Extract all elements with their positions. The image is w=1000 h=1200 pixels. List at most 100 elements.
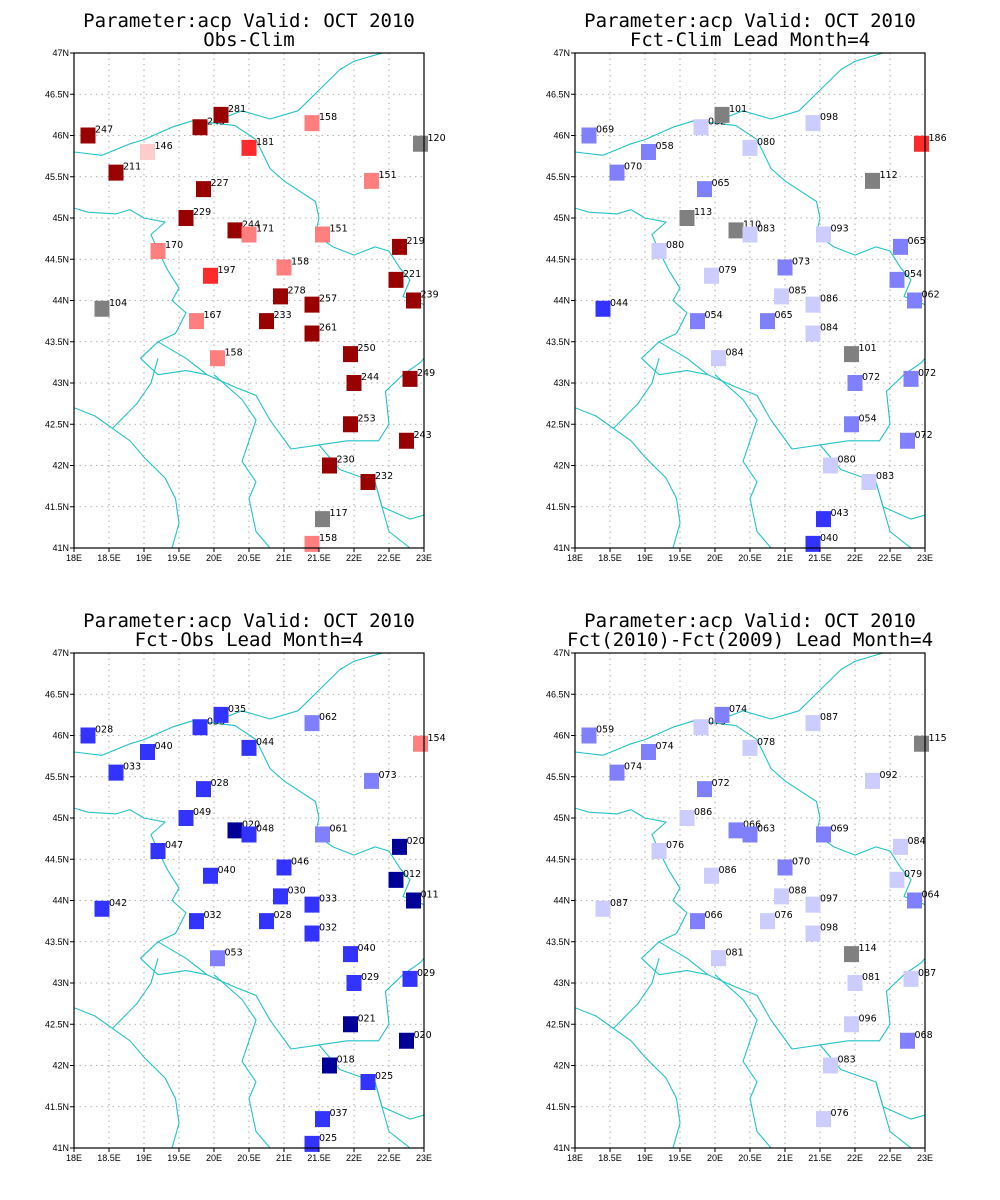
lon-tick-label: 19E <box>136 553 152 563</box>
station-marker <box>360 474 376 490</box>
station-marker <box>823 457 838 474</box>
country-borders <box>74 53 424 548</box>
station-value: 244 <box>242 219 260 230</box>
station-marker <box>402 370 418 387</box>
station-value: 151 <box>379 170 397 181</box>
lon-tick-label: 19.5E <box>668 1153 692 1163</box>
lat-tick-label: 46N <box>553 731 570 741</box>
station-marker <box>760 913 775 930</box>
station-marker <box>388 871 404 888</box>
lon-tick-label: 22.5E <box>377 553 401 563</box>
station-marker <box>609 764 625 781</box>
station-marker <box>704 267 719 284</box>
station-marker <box>816 511 831 528</box>
station-value: 158 <box>225 347 243 358</box>
station-marker <box>760 313 775 330</box>
station-value: 020 <box>242 819 260 830</box>
lat-tick-label: 45N <box>553 213 570 223</box>
station-marker <box>805 535 821 552</box>
station-marker <box>693 719 709 736</box>
country-borders <box>74 653 424 1148</box>
station-value: 088 <box>789 885 807 896</box>
station-value: 032 <box>204 910 222 921</box>
station-value: 074 <box>624 762 642 773</box>
lon-tick-label: 18.5E <box>598 1153 622 1163</box>
station-marker <box>189 913 204 930</box>
lon-tick-label: 23E <box>416 1153 432 1163</box>
station-value: 154 <box>428 733 446 744</box>
station-marker <box>196 181 211 198</box>
lon-tick-label: 22E <box>847 553 863 563</box>
station-value: 076 <box>831 1108 849 1119</box>
station-marker <box>108 764 124 781</box>
panel-subtitle: Fct(2010)-Fct(2009) Lead Month=4 <box>567 629 933 651</box>
lon-tick-label: 21.5E <box>307 553 331 563</box>
station-value: 044 <box>610 298 628 309</box>
station-value: 080 <box>838 455 856 466</box>
station-value: 085 <box>789 285 807 296</box>
station-value: 072 <box>918 368 936 379</box>
station-value: 098 <box>820 923 838 934</box>
station-value: 113 <box>694 207 712 218</box>
station-value: 061 <box>330 824 348 835</box>
station-value: 046 <box>291 857 309 868</box>
station-value: 047 <box>165 840 183 851</box>
station-marker <box>315 226 330 243</box>
station-marker <box>742 826 758 843</box>
station-value: 081 <box>726 947 744 958</box>
lon-tick-label: 18.5E <box>97 553 121 563</box>
station-marker <box>844 346 859 363</box>
station-value: 063 <box>757 824 775 835</box>
lat-tick-label: 42.5N <box>546 419 570 429</box>
station-marker <box>346 975 362 991</box>
lat-tick-label: 47N <box>52 48 69 58</box>
lat-tick-label: 42.5N <box>45 419 69 429</box>
station-marker <box>392 838 407 855</box>
lat-tick-label: 44.5N <box>546 854 570 864</box>
station-marker <box>210 950 225 967</box>
station-value: 066 <box>705 910 723 921</box>
station-marker <box>392 238 407 255</box>
station-marker <box>889 271 905 288</box>
station-value: 084 <box>726 347 744 358</box>
station-value: 079 <box>904 869 922 880</box>
station-value: 158 <box>319 533 337 544</box>
lat-tick-label: 43.5N <box>45 937 69 947</box>
station-value: 072 <box>915 430 933 441</box>
lon-tick-label: 22.5E <box>878 1153 902 1163</box>
station-value: 110 <box>743 219 761 230</box>
station-value: 261 <box>319 323 337 334</box>
station-value: 092 <box>880 770 898 781</box>
station-value: 114 <box>859 943 877 954</box>
station-marker <box>189 313 204 330</box>
station-marker <box>346 375 362 391</box>
panel-subtitle: Obs-Clim <box>203 29 295 51</box>
station-marker <box>697 181 712 198</box>
station-marker <box>304 535 320 552</box>
station-value: 066 <box>743 819 761 830</box>
station-marker <box>304 925 320 942</box>
station-value: 167 <box>204 310 222 321</box>
station-marker <box>651 843 667 859</box>
station-marker <box>80 727 96 744</box>
station-value: 018 <box>337 1055 355 1066</box>
station-marker <box>816 826 831 843</box>
station-marker <box>728 822 744 839</box>
station-value: 048 <box>256 824 274 835</box>
station-value: 104 <box>109 298 127 309</box>
station-value: 030 <box>288 885 306 896</box>
station-value: 120 <box>428 133 446 144</box>
station-value: 033 <box>207 716 225 727</box>
lat-tick-label: 45.5N <box>546 772 570 782</box>
station-marker <box>805 896 821 913</box>
station-marker <box>304 325 320 342</box>
lat-tick-label: 41.5N <box>45 1102 69 1112</box>
panel-title: Parameter:acp Valid: OCT 2010 <box>83 610 415 632</box>
station-value: 080 <box>757 137 775 148</box>
station-marker <box>742 226 758 243</box>
station-value: 093 <box>831 224 849 235</box>
lat-tick-label: 43.5N <box>546 337 570 347</box>
lat-tick-label: 43.5N <box>45 337 69 347</box>
